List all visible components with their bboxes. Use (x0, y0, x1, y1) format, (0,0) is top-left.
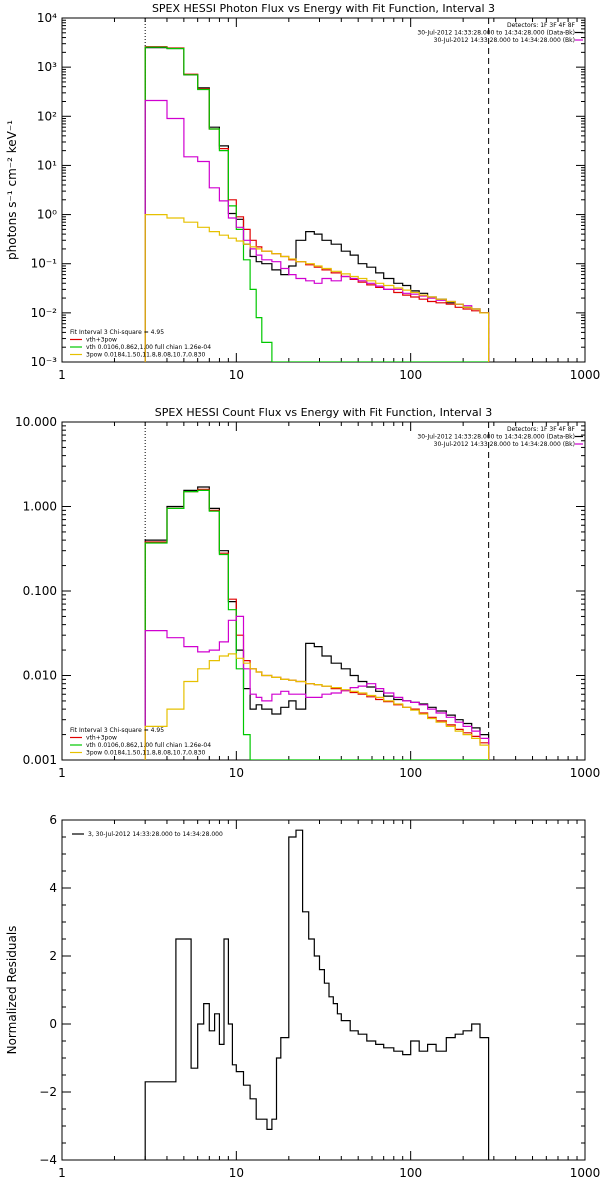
series-group (144, 829, 490, 1160)
x-tick-label: 10 (229, 1166, 244, 1180)
header-info-line: 30-Jul-2012 14:33:28.000 to 14:34:28.000… (434, 441, 575, 448)
series-line-5 (144, 653, 490, 760)
y-tick-label: 0.100 (23, 584, 57, 598)
legend-title: Fit Interval 3 Chi-square = 4.95 (70, 727, 164, 734)
y-tick-label: 0.010 (23, 669, 57, 683)
plot-frame (61, 819, 586, 1161)
header-info-line: Detectors: 1F 3F 4F 8F (507, 22, 576, 29)
y-tick-label: 2 (49, 949, 57, 963)
series-line-3 (144, 489, 489, 760)
series-line-4 (144, 99, 490, 362)
legend-label: 3, 30-Jul-2012 14:33:28.000 to 14:34:28.… (88, 831, 223, 838)
y-tick-label: 10³ (37, 60, 57, 74)
y-tick-label: 10¹ (37, 158, 57, 172)
y-tick-label: 1.000 (23, 500, 57, 514)
y-tick-label: −4 (39, 1153, 57, 1167)
x-tick-label: 100 (399, 766, 422, 780)
series-line-1 (144, 486, 490, 760)
header-info-line: 30-Jul-2012 14:33:28.000 to 14:34:28.000… (417, 434, 575, 441)
chart-title: SPEX HESSI Count Flux vs Energy with Fit… (155, 406, 492, 419)
y-tick-label: 0 (49, 1017, 57, 1031)
series-line-5 (144, 214, 490, 362)
chart-title: SPEX HESSI Photon Flux vs Energy with Fi… (152, 2, 495, 15)
x-tick-label: 10 (229, 766, 244, 780)
legend-label: vth+3pow (86, 337, 117, 344)
legend-label: 3pow 0.0184,1.50,11.8,8.08,10.7,0.830 (86, 750, 205, 757)
y-tick-label: 10⁴ (37, 11, 57, 25)
y-tick-label: 10⁰ (37, 208, 57, 222)
y-tick-label: 10⁻² (31, 306, 58, 320)
chart-panel-1: SPEX HESSI Photon Flux vs Energy with Fi… (5, 2, 600, 382)
y-tick-label: 10² (37, 109, 57, 123)
y-axis-label: photons s⁻¹ cm⁻² keV⁻¹ (5, 120, 19, 260)
legend-label: vth 0.0106,0.862,1.00 full chian 1.26e-0… (86, 742, 211, 749)
x-tick-label: 100 (399, 368, 422, 382)
series-line-3 (144, 46, 489, 362)
y-axis-label: Normalized Residuals (5, 926, 19, 1055)
legend-title: Fit Interval 3 Chi-square = 4.95 (70, 329, 164, 336)
y-tick-label: −2 (39, 1085, 57, 1099)
series-group (144, 486, 490, 760)
plot-frame (61, 421, 586, 761)
series-group (144, 46, 490, 362)
series-line-2 (144, 488, 490, 760)
chart-panel-3: 1 10 100 1000 −4 −2 0 2 4 6 Normalized Residuals 3,… (5, 813, 600, 1180)
series-line-4 (144, 615, 490, 760)
legend-label: 3pow 0.0184,1.50,11.8,8.08,10.7,0.830 (86, 352, 205, 359)
y-tick-label: 10.000 (15, 415, 57, 429)
x-tick-label: 1000 (570, 1166, 600, 1180)
plot-frame (61, 17, 586, 363)
legend-label: vth 0.0106,0.862,1.00 full chian 1.26e-0… (86, 344, 211, 351)
header-info-line: 30-Jul-2012 14:33:28.000 to 14:34:28.000… (417, 30, 575, 37)
x-tick-label: 1000 (570, 766, 600, 780)
x-tick-label: 100 (399, 1166, 422, 1180)
chart-panel-2: SPEX HESSI Count Flux vs Energy with Fit… (15, 406, 600, 780)
series-line-1 (144, 829, 490, 1160)
x-tick-label: 1 (58, 1166, 66, 1180)
series-line-2 (144, 46, 490, 362)
y-tick-label: 6 (49, 813, 57, 827)
x-tick-label: 1 (58, 368, 66, 382)
series-line-1 (144, 47, 490, 362)
x-tick-label: 10 (229, 368, 244, 382)
y-tick-label: 0.001 (23, 753, 57, 767)
y-tick-label: 10⁻¹ (31, 257, 58, 271)
y-tick-label: 10⁻³ (31, 355, 58, 369)
header-info-line: Detectors: 1F 3F 4F 8F (507, 426, 576, 433)
y-tick-label: 4 (49, 881, 57, 895)
header-info-line: 30-Jul-2012 14:33:28.000 to 14:34:28.000… (434, 37, 575, 44)
x-tick-label: 1 (58, 766, 66, 780)
legend-label: vth+3pow (86, 735, 117, 742)
x-tick-label: 1000 (570, 368, 600, 382)
